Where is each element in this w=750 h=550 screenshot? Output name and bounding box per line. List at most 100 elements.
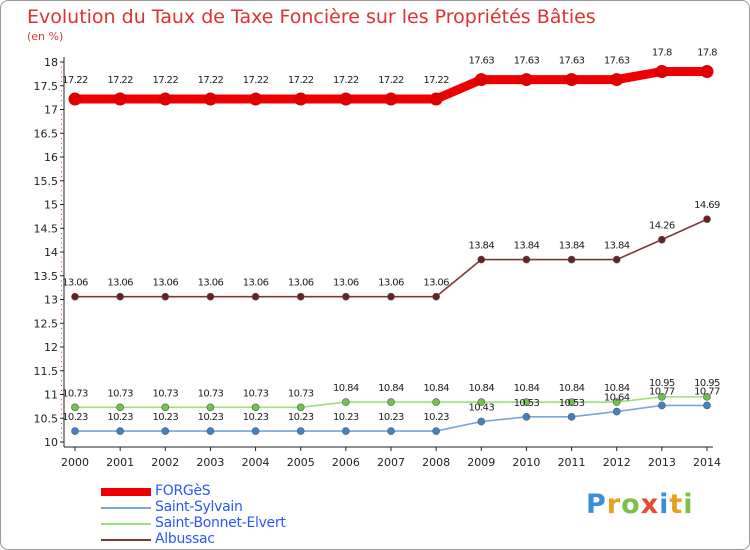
- y-minor-tick: [61, 242, 62, 244]
- data-label: 10.23: [62, 412, 88, 423]
- x-tick-label: 2009: [467, 456, 495, 469]
- y-tick-label: 15: [44, 199, 58, 212]
- data-point: [565, 73, 579, 87]
- data-point: [658, 401, 666, 410]
- data-point: [567, 413, 576, 421]
- y-minor-tick: [61, 256, 62, 258]
- data-point: [384, 92, 398, 106]
- data-point: [249, 92, 263, 106]
- y-minor-tick: [61, 366, 62, 367]
- data-label: 10.73: [107, 388, 133, 399]
- x-tick-label: 2011: [558, 456, 586, 469]
- data-label: 17.22: [288, 75, 314, 86]
- data-point: [339, 92, 353, 106]
- x-tick-label: 2014: [693, 456, 721, 469]
- y-minor-tick: [61, 280, 62, 282]
- logo-letter: o: [621, 489, 641, 520]
- data-point: [522, 255, 531, 264]
- legend-label: Albussac: [155, 531, 215, 547]
- y-minor-tick: [61, 214, 62, 215]
- data-label: 10.23: [333, 412, 359, 423]
- y-minor-tick: [61, 385, 62, 386]
- data-label: 17.63: [468, 56, 494, 67]
- legend-swatch: [101, 488, 151, 496]
- data-point: [432, 398, 440, 406]
- y-minor-tick: [61, 166, 62, 168]
- data-point: [522, 413, 531, 421]
- data-point: [71, 403, 79, 412]
- y-minor-tick: [61, 233, 62, 234]
- y-minor-tick: [61, 81, 62, 82]
- data-label: 10.64: [604, 393, 630, 404]
- data-label: 17.22: [243, 75, 269, 86]
- y-minor-tick: [61, 128, 62, 130]
- y-minor-tick: [61, 389, 62, 391]
- data-label: 10.73: [198, 388, 224, 399]
- data-label: 17.63: [604, 56, 630, 67]
- y-minor-tick: [61, 309, 62, 310]
- data-point: [206, 403, 215, 412]
- data-point: [158, 92, 172, 106]
- y-minor-tick: [61, 90, 62, 92]
- data-label: 13.06: [198, 278, 224, 289]
- data-label: 10.43: [468, 403, 494, 414]
- data-label: 13.84: [559, 241, 585, 252]
- y-minor-tick: [61, 380, 62, 382]
- y-minor-tick: [61, 290, 62, 291]
- y-minor-tick: [61, 100, 62, 101]
- data-point: [296, 427, 305, 435]
- data-point: [161, 427, 170, 435]
- x-tick-label: 2001: [106, 456, 134, 469]
- y-minor-tick: [61, 237, 62, 239]
- y-minor-tick: [61, 147, 62, 149]
- data-label: 13.84: [604, 241, 630, 252]
- data-label: 10.23: [423, 412, 449, 423]
- data-label: 10.84: [423, 383, 449, 394]
- data-label: 10.84: [514, 383, 540, 394]
- x-tick-label: 2010: [512, 456, 540, 469]
- logo-letter: P: [586, 489, 607, 520]
- y-minor-tick: [61, 294, 62, 296]
- logo-letter: x: [640, 489, 660, 520]
- y-minor-tick: [61, 313, 62, 315]
- data-point: [251, 292, 260, 301]
- data-point: [342, 398, 350, 406]
- data-point: [477, 417, 486, 426]
- y-minor-tick: [61, 195, 62, 196]
- data-label: 10.84: [333, 383, 359, 394]
- data-point: [342, 427, 350, 435]
- proxiti-logo: Proxiti: [586, 489, 694, 520]
- y-minor-tick: [61, 247, 62, 249]
- data-label: 10.77: [649, 386, 675, 397]
- data-label: 10.23: [288, 412, 314, 423]
- y-minor-tick: [61, 209, 62, 211]
- data-label: 13.84: [514, 241, 540, 252]
- y-minor-tick: [61, 71, 62, 73]
- y-minor-tick: [61, 332, 62, 334]
- x-tick-label: 2002: [151, 456, 179, 469]
- data-point: [658, 393, 666, 401]
- y-minor-tick: [61, 190, 62, 192]
- logo-letter: t: [669, 489, 684, 520]
- y-minor-tick: [61, 361, 62, 363]
- data-point: [703, 401, 711, 410]
- y-minor-tick: [61, 404, 62, 405]
- data-point: [294, 92, 308, 106]
- y-minor-tick: [61, 123, 62, 125]
- y-tick-label: 14.5: [34, 222, 59, 235]
- data-point: [610, 73, 624, 87]
- data-point: [429, 92, 443, 106]
- data-label: 14.26: [649, 221, 675, 232]
- data-point: [522, 398, 531, 406]
- data-label: 10.95: [694, 378, 720, 389]
- y-tick-label: 13: [44, 294, 58, 307]
- data-point: [658, 235, 666, 244]
- data-point: [387, 292, 395, 301]
- data-label: 13.06: [62, 278, 88, 289]
- y-minor-tick: [61, 408, 62, 410]
- legend-label: Saint-Bonnet-Elvert: [155, 515, 286, 531]
- data-label: 17.22: [333, 75, 359, 86]
- data-label: 17.22: [107, 75, 133, 86]
- data-label: 17.63: [559, 56, 585, 67]
- data-label: 10.23: [198, 412, 224, 423]
